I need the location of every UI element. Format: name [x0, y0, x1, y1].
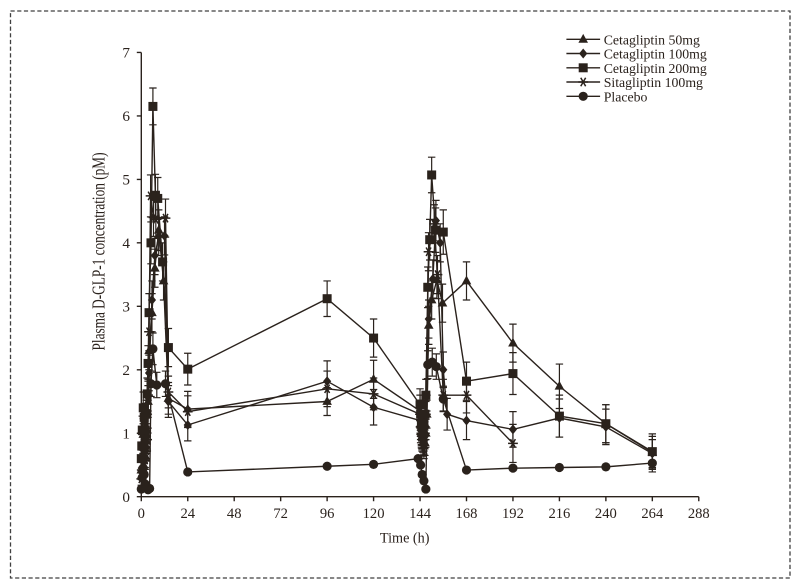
svg-text:Cetagliptin 50mg: Cetagliptin 50mg [604, 33, 700, 48]
svg-text:6: 6 [122, 108, 130, 125]
svg-text:Sitagliptin 100mg: Sitagliptin 100mg [604, 75, 703, 90]
svg-text:4: 4 [122, 235, 130, 252]
svg-text:Placebo: Placebo [604, 90, 648, 105]
svg-text:0: 0 [122, 489, 130, 506]
svg-text:144: 144 [409, 506, 432, 522]
svg-text:1: 1 [122, 425, 130, 442]
svg-text:192: 192 [502, 506, 524, 522]
svg-text:120: 120 [363, 506, 385, 522]
svg-text:24: 24 [180, 506, 195, 522]
svg-text:0: 0 [138, 506, 145, 522]
svg-text:72: 72 [273, 506, 288, 522]
svg-text:Cetagliptin 100mg: Cetagliptin 100mg [604, 47, 707, 62]
svg-text:3: 3 [122, 299, 130, 316]
svg-text:Plasma D-GLP-1 concentration (: Plasma D-GLP-1 concentration (pM) [89, 152, 110, 350]
svg-text:264: 264 [641, 506, 664, 522]
svg-text:Cetagliptin 200mg: Cetagliptin 200mg [604, 61, 707, 76]
svg-text:7: 7 [122, 45, 130, 62]
svg-text:240: 240 [595, 506, 617, 522]
svg-text:288: 288 [688, 506, 710, 522]
svg-text:Time (h): Time (h) [380, 531, 430, 547]
svg-text:168: 168 [456, 506, 478, 522]
svg-text:48: 48 [227, 506, 242, 522]
svg-text:2: 2 [122, 362, 130, 379]
svg-text:96: 96 [320, 506, 335, 522]
svg-text:216: 216 [548, 506, 570, 522]
svg-text:5: 5 [122, 172, 130, 189]
